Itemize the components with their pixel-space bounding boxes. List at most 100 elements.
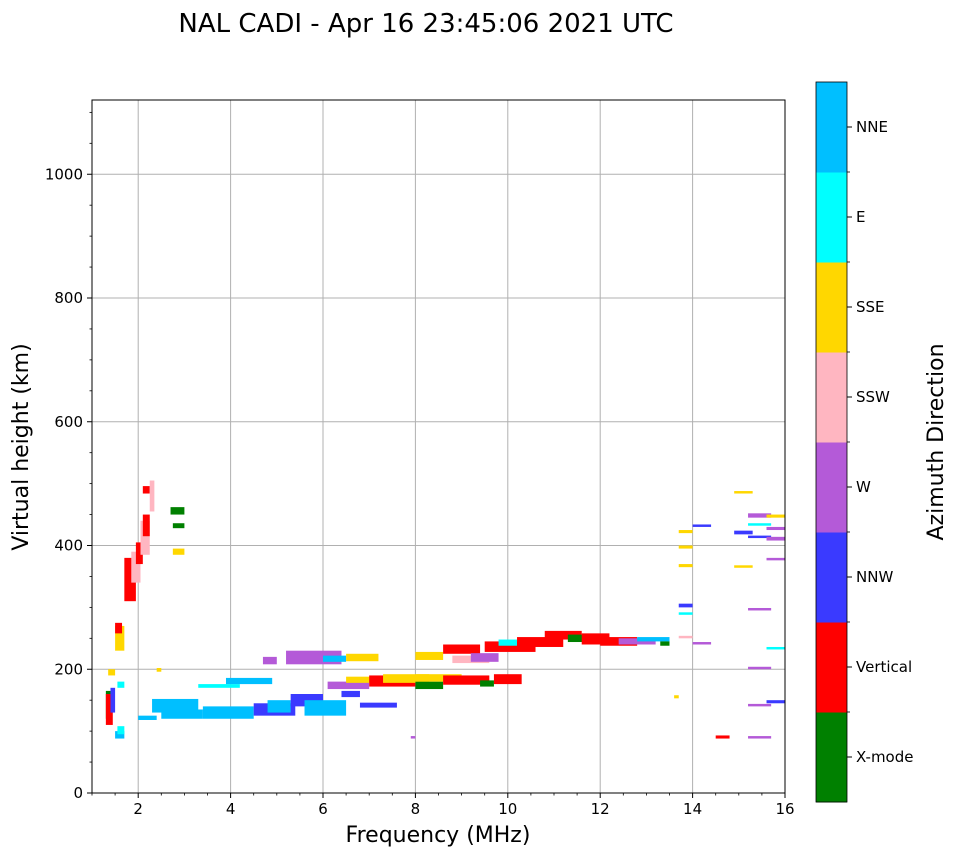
echo-mark — [734, 530, 753, 535]
echo-mark — [734, 491, 753, 494]
echo-mark — [748, 607, 772, 611]
y-tick-label: 600 — [54, 413, 83, 431]
echo-mark — [115, 622, 123, 634]
echo-mark — [637, 637, 670, 642]
echo-mark — [267, 700, 291, 713]
echo-mark — [480, 680, 494, 687]
echo-mark — [660, 641, 670, 646]
echo-mark — [748, 513, 772, 518]
echo-mark — [766, 700, 785, 704]
echo-mark — [161, 709, 203, 719]
colorbar-segment — [816, 82, 847, 173]
echo-mark — [110, 687, 116, 713]
y-axis-ticks: 0 200 400 600 800 1000 — [45, 111, 92, 802]
echo-mark — [142, 486, 150, 494]
echo-mark — [327, 681, 370, 690]
echo-mark — [766, 536, 785, 541]
echo-mark — [748, 666, 772, 670]
echo-mark — [544, 630, 582, 640]
y-axis-label: Virtual height (km) — [9, 343, 34, 550]
echo-mark — [748, 535, 772, 539]
y-tick-label: 1000 — [45, 165, 83, 183]
echo-mark — [415, 681, 444, 690]
echo-mark — [304, 700, 347, 716]
echo-mark — [715, 735, 730, 739]
echo-mark — [678, 564, 693, 568]
colorbar-tick-label: Vertical — [856, 658, 912, 676]
colorbar-segment — [816, 172, 847, 263]
colorbar-segment — [816, 262, 847, 353]
echo-mark — [124, 557, 136, 602]
echo-mark — [484, 641, 536, 652]
echo-mark — [138, 715, 157, 720]
colorbar-tick-label: NNE — [856, 118, 888, 136]
echo-mark — [262, 656, 277, 665]
colorbar-frame — [815, 81, 848, 803]
echo-mark — [748, 736, 772, 739]
echo-mark — [135, 542, 143, 565]
colorbar-tick-label: E — [856, 208, 865, 226]
colorbar-segment — [816, 532, 847, 623]
y-tick-label: 400 — [54, 537, 83, 555]
echo-mark — [225, 677, 273, 685]
echo-mark — [115, 731, 125, 739]
echo-mark — [410, 736, 416, 739]
x-tick-label: 16 — [775, 800, 794, 818]
echo-mark — [692, 524, 712, 527]
echo-mark — [131, 551, 141, 583]
echo-mark — [152, 698, 199, 713]
echo-mark — [117, 681, 125, 688]
y-tick-label: 800 — [54, 289, 83, 307]
echo-mark — [105, 694, 113, 725]
echo-mark — [678, 612, 693, 615]
echo-mark — [415, 651, 444, 660]
echo-mark — [170, 507, 185, 515]
echo-mark — [766, 514, 785, 518]
echo-mark — [202, 706, 254, 719]
echo-mark — [383, 674, 430, 683]
x-tick-label: 14 — [683, 800, 702, 818]
echo-mark — [415, 674, 462, 682]
echo-mark — [766, 557, 785, 561]
colorbar-segment — [816, 712, 847, 803]
echo-mark — [172, 523, 185, 529]
echo-mark — [470, 653, 499, 662]
y-tick-label: 0 — [73, 784, 83, 802]
echo-mark — [323, 655, 347, 662]
colorbar-tick-label: W — [856, 478, 871, 496]
echo-mark — [766, 646, 785, 650]
echo-mark — [678, 603, 693, 608]
echo-mark — [346, 676, 384, 683]
echo-mark — [493, 674, 522, 685]
x-axis-label: Frequency (MHz) — [346, 823, 531, 848]
echo-mark — [341, 690, 360, 698]
x-tick-label: 10 — [498, 800, 517, 818]
echo-mark — [678, 545, 693, 549]
echo-mark — [498, 639, 518, 646]
echo-mark — [108, 669, 116, 676]
echo-mark — [142, 514, 150, 537]
echo-mark — [674, 695, 679, 699]
echo-mark — [692, 642, 712, 645]
echo-mark — [678, 530, 693, 534]
colorbar-label: Azimuth Direction — [924, 343, 949, 540]
echo-mark — [452, 655, 490, 664]
echo-mark — [359, 702, 397, 708]
colorbar-segment — [816, 352, 847, 443]
echo-mark — [149, 480, 155, 512]
x-tick-label: 2 — [133, 800, 143, 818]
echo-mark — [748, 703, 772, 707]
echo-mark — [581, 633, 610, 645]
echo-mark — [678, 635, 693, 639]
colorbar-tick-label: SSE — [856, 298, 885, 316]
x-tick-label: 6 — [318, 800, 328, 818]
grid-lines — [92, 100, 785, 794]
echo-mark — [443, 675, 490, 685]
echo-mark — [346, 653, 379, 662]
colorbar-tick-label: X-mode — [856, 748, 913, 766]
colorbar: X-mode Vertical NNW W SSW SSE E NNE — [815, 81, 913, 803]
echo-marks — [105, 480, 785, 739]
colorbar-tick-label: NNW — [856, 568, 893, 586]
colorbar-segment — [816, 442, 847, 533]
